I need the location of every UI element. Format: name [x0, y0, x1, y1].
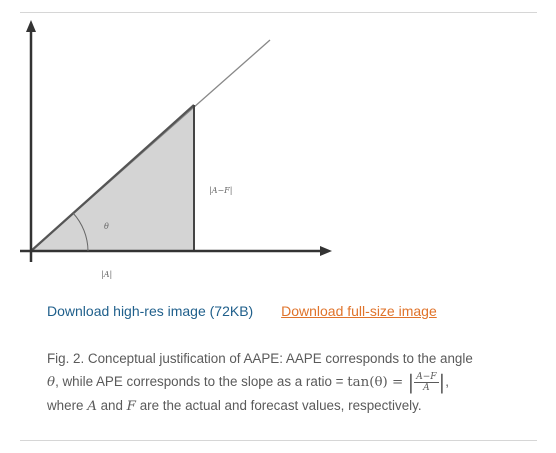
download-fullsize-link[interactable]: Download full-size image — [281, 303, 437, 319]
download-links: Download high-res image (72KB) Download … — [47, 303, 437, 319]
caption-tan: tan — [347, 375, 369, 390]
caption-var-f: F — [127, 399, 136, 414]
fraction-numerator: A−F — [414, 372, 438, 383]
caption-text-5: are the actual and forecast values, resp… — [136, 398, 422, 413]
download-hires-link[interactable]: Download high-res image (72KB) — [47, 303, 253, 319]
figure-diagram: θ |A−F| |A| — [0, 0, 556, 300]
caption-text-3: , — [445, 374, 449, 389]
x-axis-arrow-icon — [320, 246, 332, 256]
horizontal-side-label: |A| — [101, 270, 112, 279]
caption-text-4: where — [47, 398, 87, 413]
caption-text-1: Fig. 2. Conceptual justification of AAPE… — [47, 351, 473, 366]
figure-caption: Fig. 2. Conceptual justification of AAPE… — [47, 347, 517, 418]
caption-theta: θ — [47, 375, 55, 390]
caption-and: and — [97, 398, 127, 413]
fraction-denominator: A — [414, 383, 438, 393]
caption-var-a: A — [87, 399, 97, 414]
caption-tan-arg: (θ) = — [369, 375, 407, 390]
caption-text-2: , while APE corresponds to the slope as … — [55, 374, 347, 389]
angle-label: θ — [104, 222, 109, 231]
caption-fraction: A−F A — [414, 372, 438, 393]
bottom-divider — [20, 440, 537, 441]
vertical-side-label: |A−F| — [209, 186, 232, 195]
y-axis-arrow-icon — [26, 20, 36, 32]
abs-bar-left: | — [407, 370, 414, 394]
